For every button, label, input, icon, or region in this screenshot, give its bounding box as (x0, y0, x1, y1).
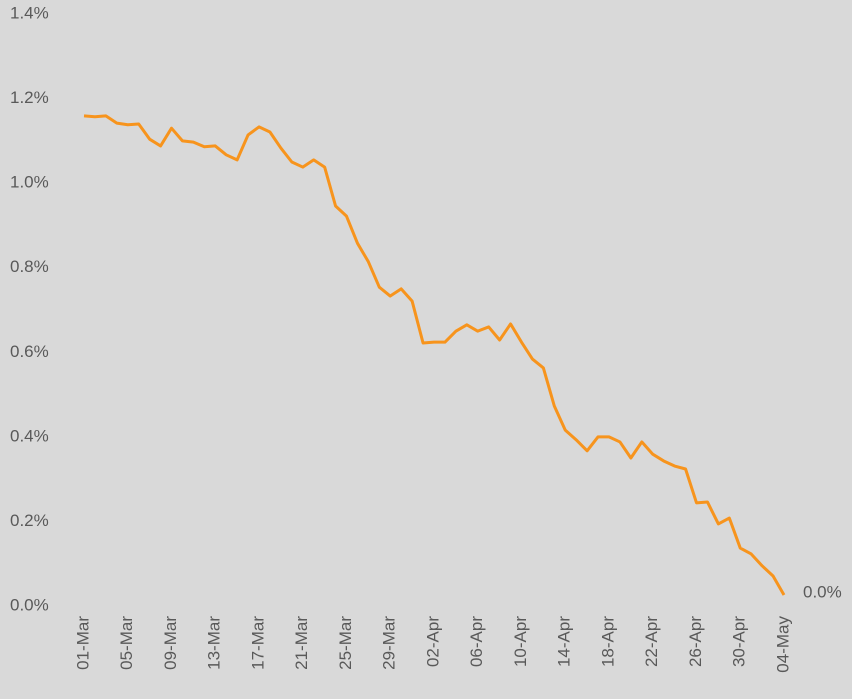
x-tick-label: 13-Mar (205, 616, 224, 670)
x-tick-label: 10-Apr (511, 616, 530, 667)
x-tick-label: 21-Mar (292, 616, 311, 670)
x-tick-label: 17-Mar (248, 616, 267, 670)
x-tick-label: 01-Mar (73, 616, 92, 670)
x-tick-label: 09-Mar (161, 616, 180, 670)
y-tick-label: 0.2% (10, 511, 49, 530)
y-tick-label: 0.6% (10, 342, 49, 361)
x-tick-label: 02-Apr (423, 616, 442, 667)
x-tick-label: 04-May (773, 616, 792, 673)
x-tick-label: 29-Mar (380, 616, 399, 670)
y-tick-label: 0.4% (10, 426, 49, 445)
x-tick-label: 25-Mar (336, 616, 355, 670)
x-tick-label: 05-Mar (117, 616, 136, 670)
y-tick-label: 0.8% (10, 257, 49, 276)
y-tick-label: 1.4% (10, 3, 49, 22)
x-tick-label: 26-Apr (686, 616, 705, 667)
y-tick-label: 0.0% (10, 595, 49, 614)
x-tick-label: 30-Apr (730, 616, 749, 667)
data-line (83, 114, 786, 596)
x-tick-label: 06-Apr (467, 616, 486, 667)
y-tick-label: 1.2% (10, 88, 49, 107)
x-tick-label: 14-Apr (555, 616, 574, 667)
y-tick-label: 1.0% (10, 173, 49, 192)
data-label: 0.0% (803, 582, 842, 601)
x-tick-label: 18-Apr (598, 616, 617, 667)
x-tick-label: 22-Apr (642, 616, 661, 667)
